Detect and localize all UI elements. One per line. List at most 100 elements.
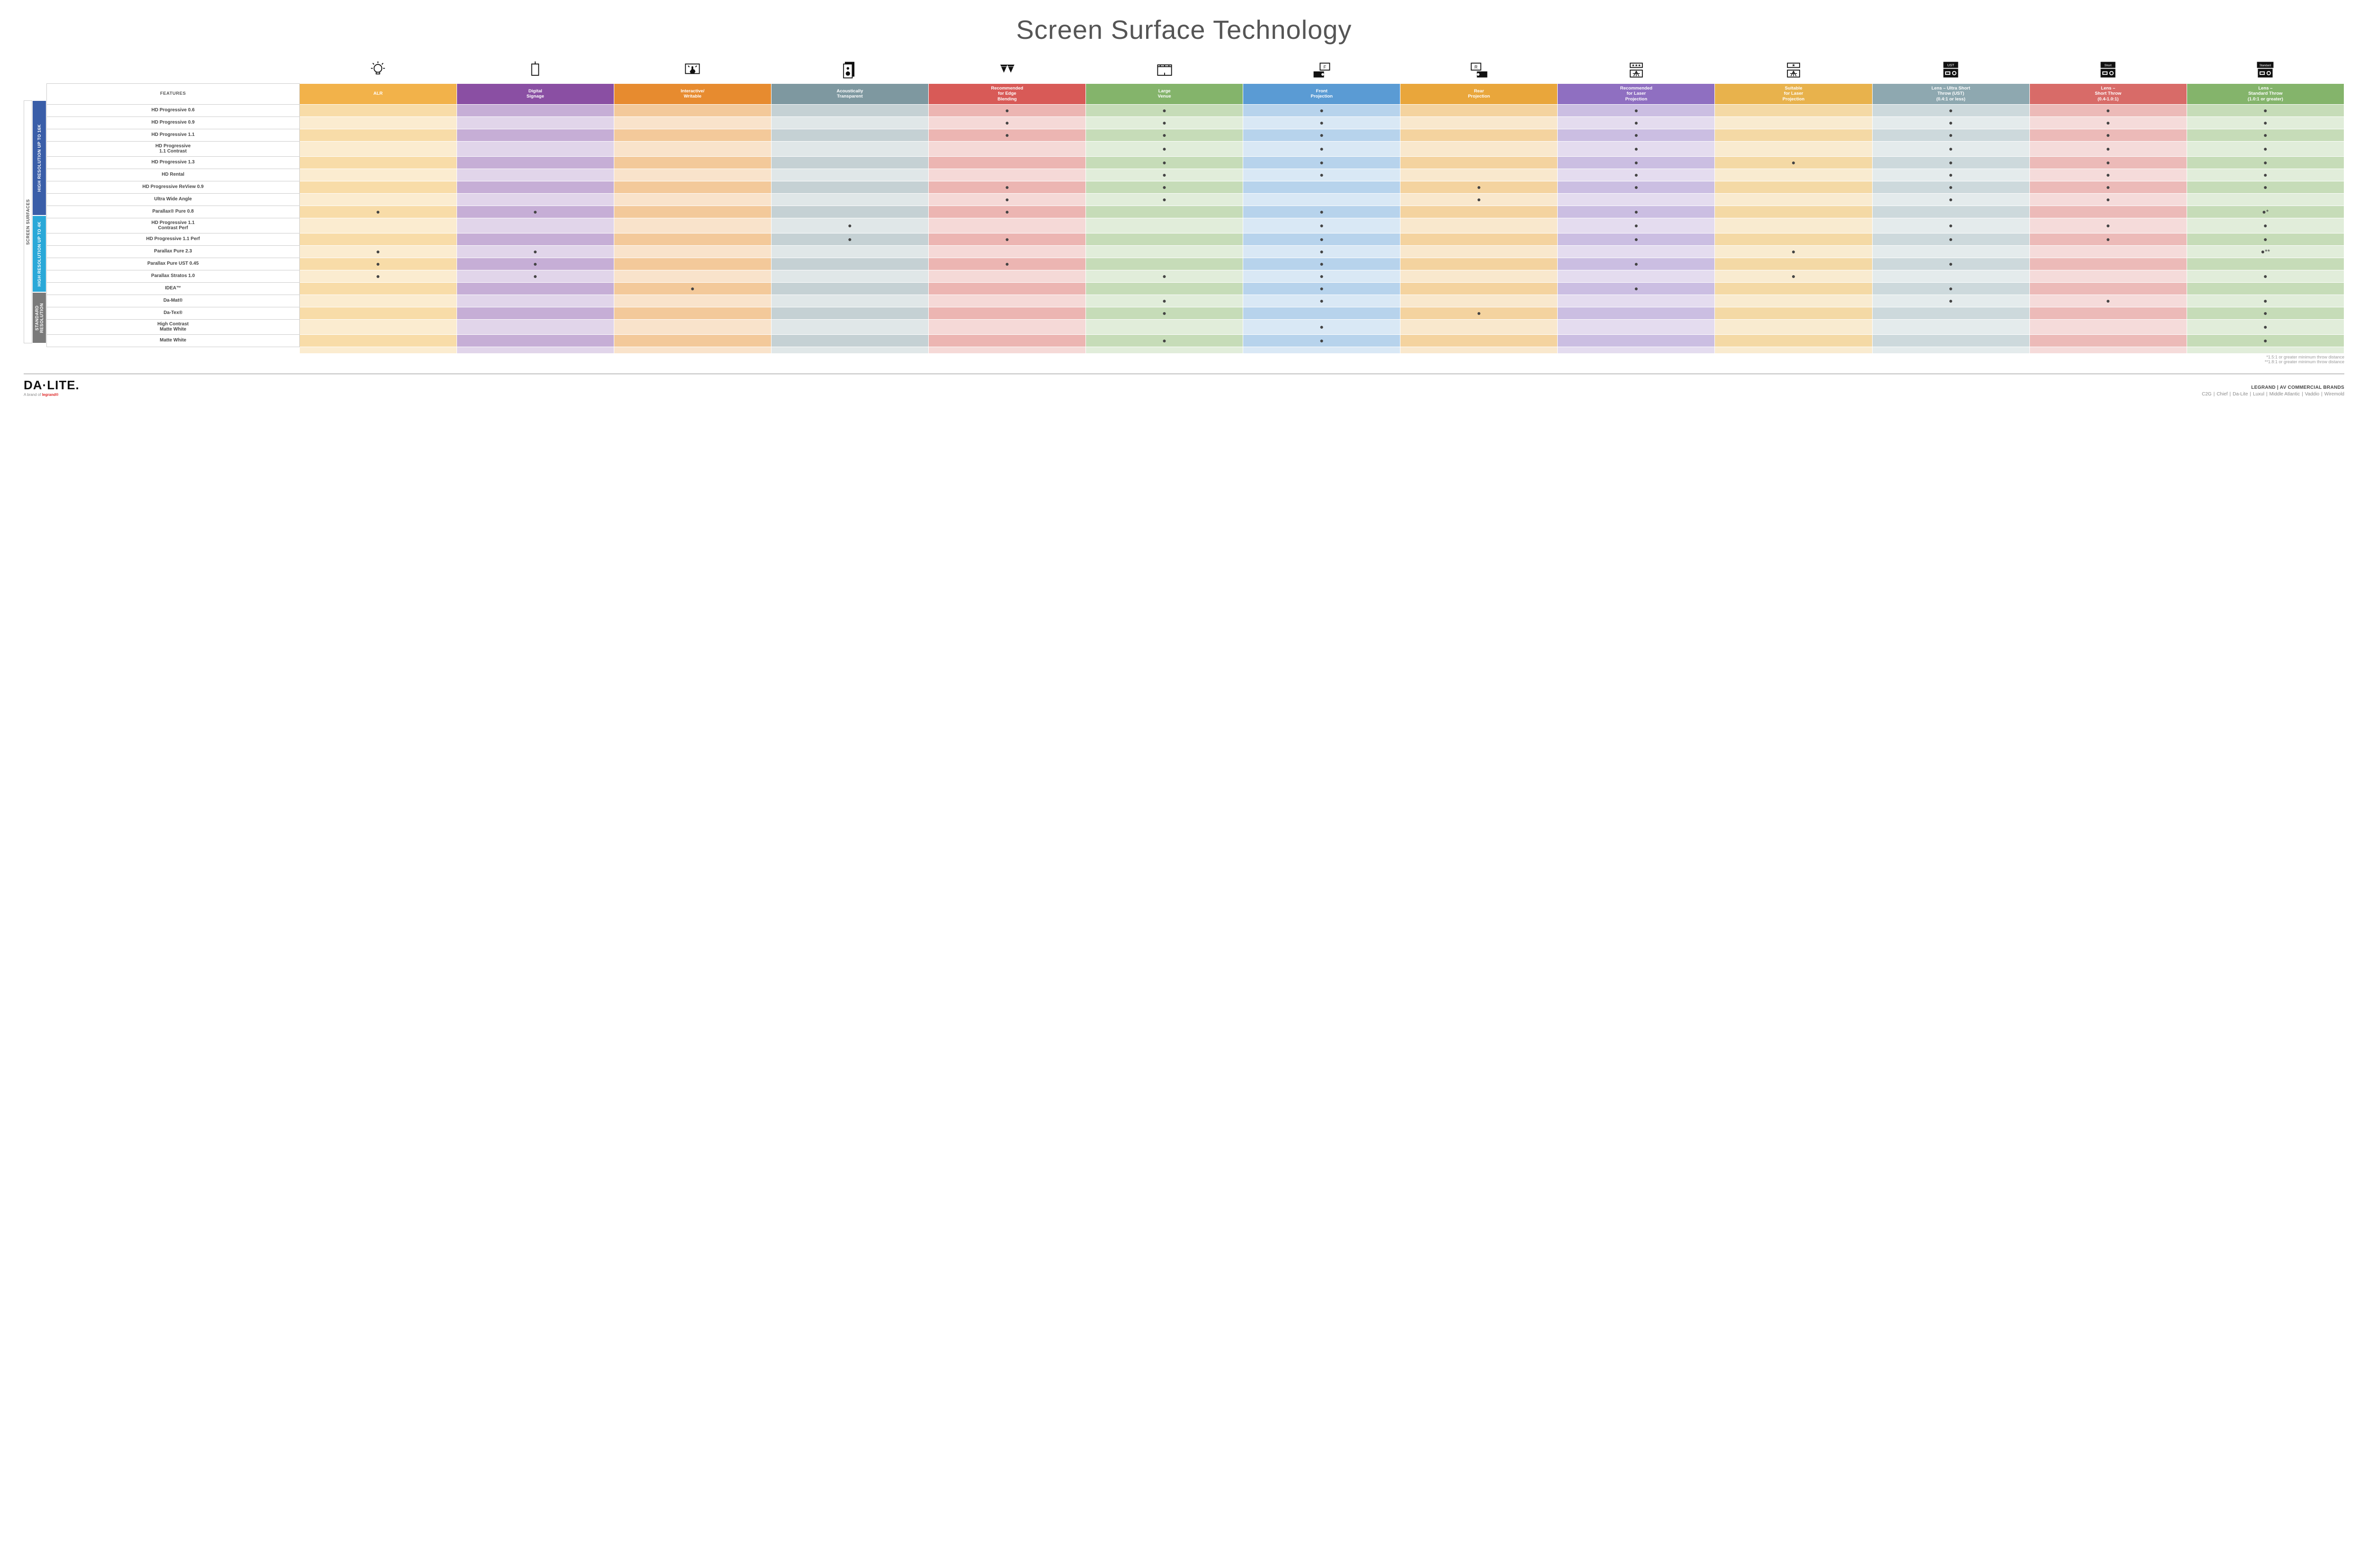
table-cell xyxy=(1715,295,1872,307)
row-label: Matte White xyxy=(47,334,300,347)
column-icon: F xyxy=(1243,57,1400,83)
outer-side-label: SCREEN SURFACES xyxy=(24,100,32,343)
row-label: HD Progressive 1.1 xyxy=(47,129,300,141)
table-cell xyxy=(457,319,614,334)
table-cell xyxy=(1715,206,1872,218)
table-cell xyxy=(614,156,771,169)
table-cell: ● xyxy=(1400,307,1558,319)
svg-text:★★★: ★★★ xyxy=(1632,63,1641,67)
table-cell xyxy=(1715,169,1872,181)
table-cell xyxy=(614,129,771,141)
table-cell xyxy=(1872,270,2029,282)
table-cell: ● xyxy=(1558,206,1715,218)
table-cell xyxy=(771,334,928,347)
table-cell xyxy=(1400,104,1558,116)
column-header: DigitalSignage xyxy=(457,83,614,104)
row-label: HD Progressive 1.3 xyxy=(47,156,300,169)
column-header: LargeVenue xyxy=(1086,83,1243,104)
row-label: HD Progressive ReView 0.9 xyxy=(47,181,300,193)
table-cell xyxy=(1715,141,1872,156)
table-cell xyxy=(929,282,1086,295)
table-cell: ● xyxy=(299,245,457,258)
table-cell xyxy=(1400,129,1558,141)
table-cell: ● xyxy=(2187,295,2344,307)
svg-text:★: ★ xyxy=(1792,63,1795,67)
table-cell xyxy=(299,181,457,193)
table-cell: ● xyxy=(1558,169,1715,181)
table-cell: ● xyxy=(929,104,1086,116)
table-cell: ● xyxy=(1715,245,1872,258)
table-cell: ● xyxy=(1872,258,2029,270)
table-cell: ● xyxy=(2187,307,2344,319)
table-cell: ● xyxy=(1086,193,1243,206)
column-icon: R xyxy=(1400,57,1558,83)
table-cell: ● xyxy=(2187,104,2344,116)
column-icon xyxy=(771,57,928,83)
table-cell: ● xyxy=(2029,233,2187,245)
column-header: Recommendedfor EdgeBlending xyxy=(929,83,1086,104)
table-cell: ● xyxy=(1243,233,1400,245)
table-cell: ● xyxy=(1872,181,2029,193)
table-cell xyxy=(1872,334,2029,347)
row-label: Parallax® Pure 0.8 xyxy=(47,206,300,218)
table-cell: ● xyxy=(1086,129,1243,141)
table-cell: ● xyxy=(1243,270,1400,282)
table-cell: ● xyxy=(2187,270,2344,282)
table-cell: ● xyxy=(2187,169,2344,181)
table-cell xyxy=(1558,307,1715,319)
column-icon xyxy=(299,57,457,83)
column-header: RearProjection xyxy=(1400,83,1558,104)
footer: DA·LITE. A brand of legrand® LEGRAND | A… xyxy=(24,374,2344,397)
table-cell xyxy=(457,193,614,206)
table-cell: ● xyxy=(614,282,771,295)
brand-logo: DA·LITE. xyxy=(24,378,80,393)
table-cell xyxy=(1715,233,1872,245)
table-cell: ● xyxy=(1872,156,2029,169)
table-cell xyxy=(1243,307,1400,319)
table-cell: ● xyxy=(1715,270,1872,282)
svg-text:UST: UST xyxy=(1947,63,1955,67)
table-cell xyxy=(614,181,771,193)
table-cell xyxy=(929,141,1086,156)
comparison-table: FR★★★★USTShortStandardFEATURESALRDigital… xyxy=(46,57,2344,354)
table-cell xyxy=(1715,181,1872,193)
table-cell xyxy=(614,116,771,129)
table-cell xyxy=(299,116,457,129)
table-cell xyxy=(1558,319,1715,334)
group-label: HIGH RESOLUTION UP TO 16K xyxy=(32,100,46,215)
table-cell: ● xyxy=(2029,193,2187,206)
table-cell xyxy=(614,169,771,181)
table-cell xyxy=(771,282,928,295)
table-cell: ● xyxy=(1558,233,1715,245)
row-label: HD Progressive 1.1Contrast Perf xyxy=(47,218,300,233)
table-cell xyxy=(1400,282,1558,295)
table-cell xyxy=(299,319,457,334)
table-cell: ● xyxy=(1872,104,2029,116)
table-cell xyxy=(929,218,1086,233)
table-cell: ● xyxy=(1243,319,1400,334)
column-icon: Standard xyxy=(2187,57,2344,83)
table-cell: ● xyxy=(2029,129,2187,141)
column-icon: Short xyxy=(2029,57,2187,83)
table-cell: ● xyxy=(1558,104,1715,116)
table-cell: ● xyxy=(771,233,928,245)
table-cell xyxy=(929,156,1086,169)
table-cell xyxy=(2029,319,2187,334)
table-cell xyxy=(1558,295,1715,307)
table-cell xyxy=(2029,307,2187,319)
table-cell xyxy=(614,295,771,307)
table-cell xyxy=(2029,334,2187,347)
brand-logo-sub: A brand of legrand® xyxy=(24,393,80,397)
table-cell: ● xyxy=(2029,104,2187,116)
table-cell: ● xyxy=(1243,334,1400,347)
table-cell xyxy=(457,116,614,129)
table-cell xyxy=(614,193,771,206)
table-cell xyxy=(771,169,928,181)
table-cell xyxy=(457,156,614,169)
column-header: Lens –Standard Throw(1.0:1 or greater) xyxy=(2187,83,2344,104)
table-cell: ● xyxy=(1243,282,1400,295)
table-cell xyxy=(1086,218,1243,233)
table-cell xyxy=(1715,282,1872,295)
table-cell xyxy=(457,181,614,193)
table-cell xyxy=(929,295,1086,307)
